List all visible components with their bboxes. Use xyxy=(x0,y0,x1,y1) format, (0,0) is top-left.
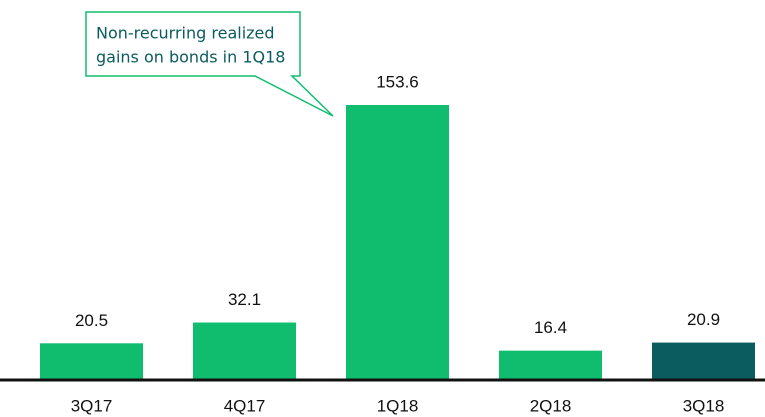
value-label: 20.5 xyxy=(75,311,108,330)
bar xyxy=(40,343,143,380)
x-tick-label: 2Q18 xyxy=(530,396,572,415)
value-label: 153.6 xyxy=(376,72,419,91)
bar xyxy=(499,350,602,380)
x-tick-label: 1Q18 xyxy=(377,396,419,415)
x-tick-label: 4Q17 xyxy=(224,396,266,415)
bar xyxy=(652,342,755,380)
annotation: Non-recurring realized xyxy=(96,24,275,43)
bar xyxy=(193,322,296,380)
annotation: gains on bonds in 1Q18 xyxy=(96,48,285,67)
value-label: 16.4 xyxy=(534,318,567,337)
x-tick-label: 3Q17 xyxy=(71,396,113,415)
x-tick-label: 3Q18 xyxy=(683,396,725,415)
value-label: 20.9 xyxy=(687,310,720,329)
value-label: 32.1 xyxy=(228,290,261,309)
bar xyxy=(346,105,449,380)
callout-box xyxy=(85,11,334,117)
